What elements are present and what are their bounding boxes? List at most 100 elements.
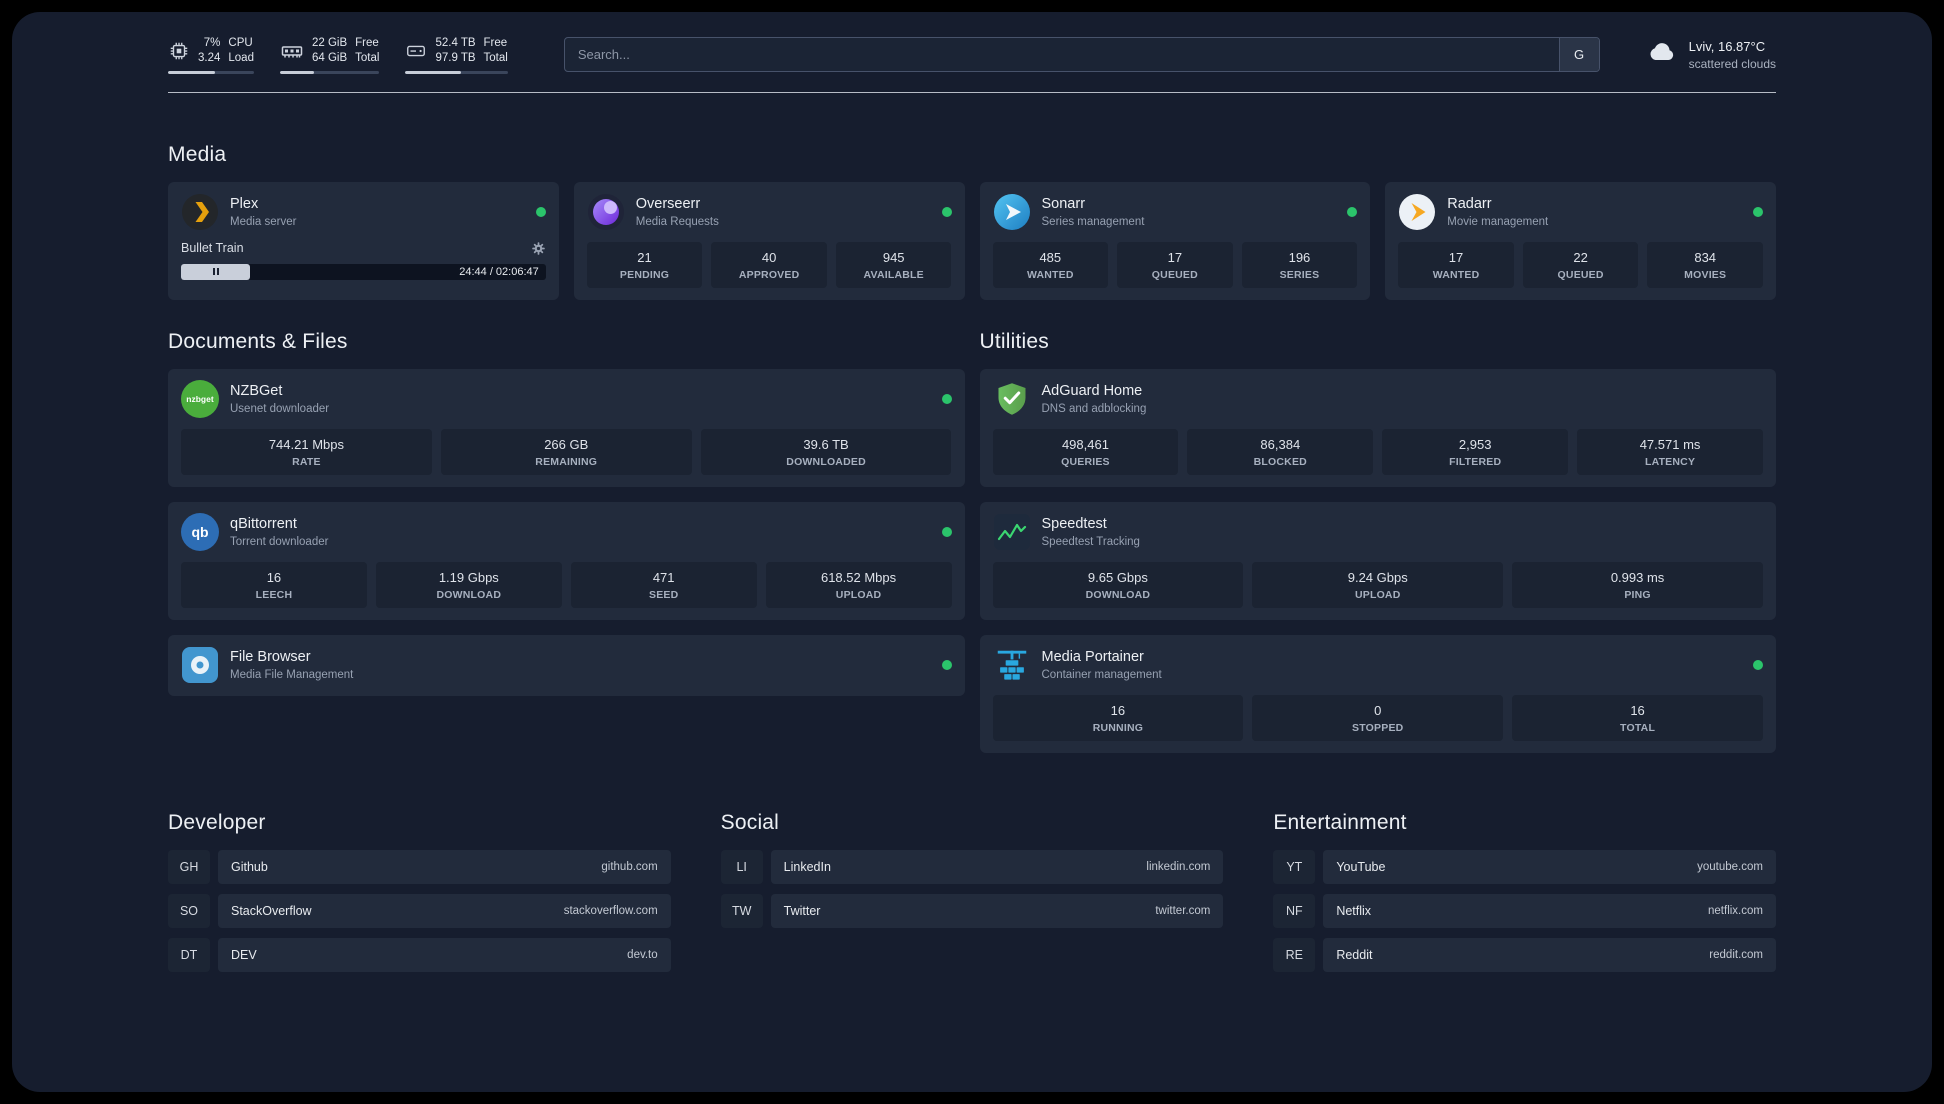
weather-location: Lviv, 16.87°C <box>1688 39 1766 55</box>
disk-widget: 52.4 TB 97.9 TB Free Total <box>405 36 508 74</box>
stat-series: 196 SERIES <box>1241 241 1358 288</box>
service-card-overseerr[interactable]: Overseerr Media Requests 21 PENDING 40 A… <box>573 181 965 300</box>
service-card-qbittorrent[interactable]: qb qBittorrent Torrent downloader 16 LEE… <box>168 501 965 620</box>
service-card-portainer[interactable]: Media Portainer Container management 16 … <box>979 634 1776 753</box>
service-subtitle: Speedtest Tracking <box>1041 536 1140 549</box>
disk-total: 97.9 TB <box>435 51 476 64</box>
stat-queued: 22 QUEUED <box>1522 241 1639 288</box>
section-heading-social: Social <box>720 810 780 834</box>
stat-filtered: 2,953 FILTERED <box>1382 428 1569 475</box>
stat-pending: 21 PENDING <box>586 241 703 288</box>
stat-available: 945 AVAILABLE <box>835 241 952 288</box>
section-heading-media: Media <box>168 142 227 166</box>
service-card-speedtest[interactable]: Speedtest Speedtest Tracking 9.65 Gbps D… <box>979 501 1776 620</box>
overseerr-icon <box>587 193 625 231</box>
memory-icon <box>280 39 304 63</box>
bookmark-link-twitter[interactable]: Twitter twitter.com <box>770 893 1224 928</box>
service-card-nzbget[interactable]: nzbget NZBGet Usenet downloader 744.21 M… <box>168 368 965 487</box>
stat-seed: 471 SEED <box>570 561 757 608</box>
service-title: qBittorrent <box>230 515 297 532</box>
service-title: NZBGet <box>230 382 283 399</box>
service-title: Radarr <box>1447 195 1492 212</box>
bookmark-link-linkedin[interactable]: LinkedIn linkedin.com <box>770 849 1224 884</box>
speedtest-icon <box>993 513 1031 551</box>
bookmark-row-reddit: RE Reddit reddit.com <box>1273 937 1776 972</box>
section-heading-developer: Developer <box>168 810 266 834</box>
bookmark-group-social: Social LI LinkedIn linkedin.com TW Twitt… <box>720 810 1224 982</box>
memory-total-label: Total <box>355 51 380 64</box>
bookmark-abbr[interactable]: NF <box>1273 893 1316 928</box>
stat-wanted: 17 WANTED <box>1398 241 1514 288</box>
bookmark-abbr[interactable]: GH <box>168 849 210 884</box>
weather-widget: Lviv, 16.87°C scattered clouds <box>1642 38 1776 72</box>
adguard-icon <box>993 380 1031 418</box>
bookmark-abbr[interactable]: YT <box>1273 849 1316 884</box>
service-title: Media Portainer <box>1041 648 1144 665</box>
service-subtitle: Media server <box>230 216 297 229</box>
bookmark-abbr[interactable]: TW <box>720 893 763 928</box>
memory-total: 64 GiB <box>311 51 348 64</box>
bookmark-row-youtube: YT YouTube youtube.com <box>1273 849 1776 884</box>
service-card-sonarr[interactable]: Sonarr Series management 485 WANTED 17 Q… <box>979 181 1371 300</box>
bookmark-abbr[interactable]: RE <box>1273 937 1316 972</box>
service-subtitle: Movie management <box>1447 216 1549 229</box>
bookmark-row-github: GH Github github.com <box>168 849 671 884</box>
stat-wanted: 485 WANTED <box>992 241 1109 288</box>
search-bar: G <box>563 37 1600 73</box>
bookmark-link-dev[interactable]: DEV dev.to <box>218 937 671 972</box>
service-subtitle: Torrent downloader <box>230 536 329 549</box>
bookmark-abbr[interactable]: LI <box>720 849 763 884</box>
bookmark-link-netflix[interactable]: Netflix netflix.com <box>1323 893 1776 928</box>
stat-total: 16 TOTAL <box>1512 694 1763 741</box>
search-input[interactable] <box>564 47 1559 63</box>
stat-movies: 834 MOVIES <box>1647 241 1763 288</box>
nzbget-icon: nzbget <box>181 379 219 418</box>
pause-icon[interactable] <box>212 268 219 276</box>
bookmark-link-github[interactable]: Github github.com <box>218 849 671 884</box>
memory-progress-bar <box>279 70 380 74</box>
stat-upload: 9.24 Gbps UPLOAD <box>1252 561 1504 608</box>
cpu-load-label: Load <box>228 51 254 64</box>
qbittorrent-icon: qb <box>181 512 219 551</box>
status-dot <box>1753 206 1763 217</box>
disk-free: 52.4 TB <box>435 37 476 49</box>
cpu-label: CPU <box>228 37 253 49</box>
playback-time: 24:44 / 02:06:47 <box>459 265 539 278</box>
status-dot <box>1753 659 1763 670</box>
filebrowser-icon <box>181 646 219 684</box>
stat-approved: 40 APPROVED <box>711 241 827 288</box>
stat-blocked: 86,384 BLOCKED <box>1187 428 1374 475</box>
settings-gear-icon[interactable] <box>531 241 546 256</box>
bookmark-row-dev: DT DEV dev.to <box>168 937 671 972</box>
service-card-filebrowser[interactable]: File Browser Media File Management <box>168 634 965 696</box>
playback-progress-bar[interactable]: 24:44 / 02:06:47 <box>181 263 546 280</box>
topbar-divider <box>168 91 1776 93</box>
bookmark-link-youtube[interactable]: YouTube youtube.com <box>1323 849 1776 884</box>
stat-queries: 498,461 QUERIES <box>992 428 1179 475</box>
bookmark-group-developer: Developer GH Github github.com SO StackO… <box>168 811 671 982</box>
stat-remaining: 266 GB REMAINING <box>440 428 692 475</box>
service-subtitle: Media File Management <box>230 669 354 682</box>
search-provider-button[interactable]: G <box>1558 38 1599 72</box>
stat-stopped: 0 STOPPED <box>1252 694 1504 741</box>
service-title: Speedtest <box>1041 515 1107 532</box>
cpu-progress-bar <box>168 70 254 74</box>
stat-download: 1.19 Gbps DOWNLOAD <box>375 561 562 608</box>
portainer-icon <box>993 646 1031 684</box>
bookmark-link-reddit[interactable]: Reddit reddit.com <box>1323 937 1776 972</box>
bookmark-abbr[interactable]: SO <box>168 893 210 928</box>
service-card-plex[interactable]: Plex Media server Bullet Train <box>168 181 559 300</box>
section-documents: Documents & Files nzbget NZBGet Usenet d… <box>168 330 965 753</box>
bookmark-link-stackoverflow[interactable]: StackOverflow stackoverflow.com <box>218 893 671 928</box>
now-playing-title: Bullet Train <box>181 241 244 256</box>
status-dot <box>535 206 546 217</box>
bookmark-abbr[interactable]: DT <box>168 937 210 972</box>
service-card-adguard[interactable]: AdGuard Home DNS and adblocking 498,461 … <box>979 368 1776 487</box>
stat-rate: 744.21 Mbps RATE <box>181 428 432 475</box>
stat-running: 16 RUNNING <box>992 694 1244 741</box>
cpu-icon <box>168 40 190 62</box>
service-card-radarr[interactable]: Radarr Movie management 17 WANTED 22 QUE… <box>1385 181 1776 300</box>
stat-ping: 0.993 ms PING <box>1512 561 1763 608</box>
status-dot <box>941 659 952 670</box>
status-dot <box>941 526 952 537</box>
